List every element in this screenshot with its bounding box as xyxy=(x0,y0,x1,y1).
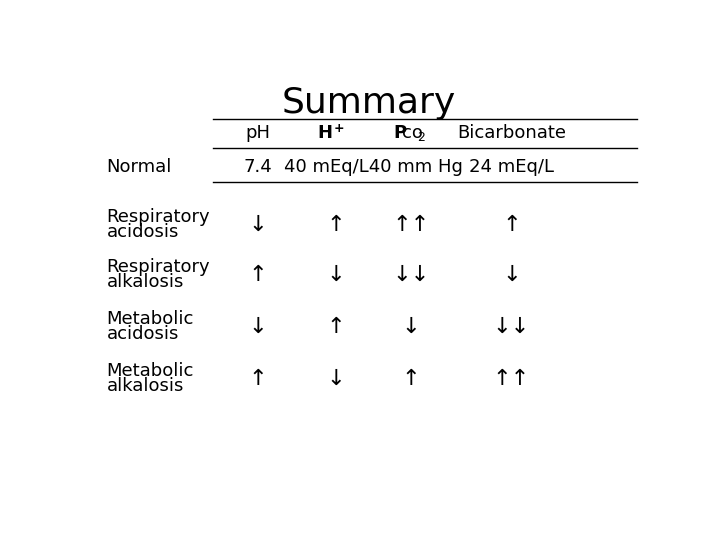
Text: ↑: ↑ xyxy=(248,265,266,285)
Text: 24 mEq/L: 24 mEq/L xyxy=(469,158,554,176)
Text: H: H xyxy=(318,124,333,143)
Text: 7.4: 7.4 xyxy=(243,158,271,176)
Text: 40 mEq/L40 mm Hg: 40 mEq/L40 mm Hg xyxy=(284,158,463,176)
Text: ↑↑: ↑↑ xyxy=(492,369,530,389)
Text: ↑: ↑ xyxy=(326,215,345,235)
Text: 2: 2 xyxy=(418,131,426,144)
Text: ↑↑: ↑↑ xyxy=(392,215,429,235)
Text: alkalosis: alkalosis xyxy=(107,273,184,291)
Text: Bicarbonate: Bicarbonate xyxy=(456,124,566,143)
Text: alkalosis: alkalosis xyxy=(107,377,184,395)
Text: ↓: ↓ xyxy=(326,369,345,389)
Text: ↓: ↓ xyxy=(502,265,521,285)
Text: ↓: ↓ xyxy=(248,317,266,337)
Text: P: P xyxy=(393,124,406,143)
Text: Normal: Normal xyxy=(107,158,172,176)
Text: ↓: ↓ xyxy=(326,265,345,285)
Text: ↑: ↑ xyxy=(402,369,420,389)
Text: ↓↓: ↓↓ xyxy=(392,265,429,285)
Text: ↓↓: ↓↓ xyxy=(492,317,530,337)
Text: ↑: ↑ xyxy=(326,317,345,337)
Text: ↑: ↑ xyxy=(248,369,266,389)
Text: Respiratory: Respiratory xyxy=(107,258,210,276)
Text: +: + xyxy=(334,122,344,135)
Text: Metabolic: Metabolic xyxy=(107,310,194,328)
Text: ↓: ↓ xyxy=(402,317,420,337)
Text: ↑: ↑ xyxy=(502,215,521,235)
Text: co: co xyxy=(402,124,423,143)
Text: ↓: ↓ xyxy=(248,215,266,235)
Text: acidosis: acidosis xyxy=(107,224,179,241)
Text: Respiratory: Respiratory xyxy=(107,208,210,226)
Text: Summary: Summary xyxy=(282,85,456,119)
Text: pH: pH xyxy=(245,124,270,143)
Text: acidosis: acidosis xyxy=(107,325,179,343)
Text: Metabolic: Metabolic xyxy=(107,362,194,380)
